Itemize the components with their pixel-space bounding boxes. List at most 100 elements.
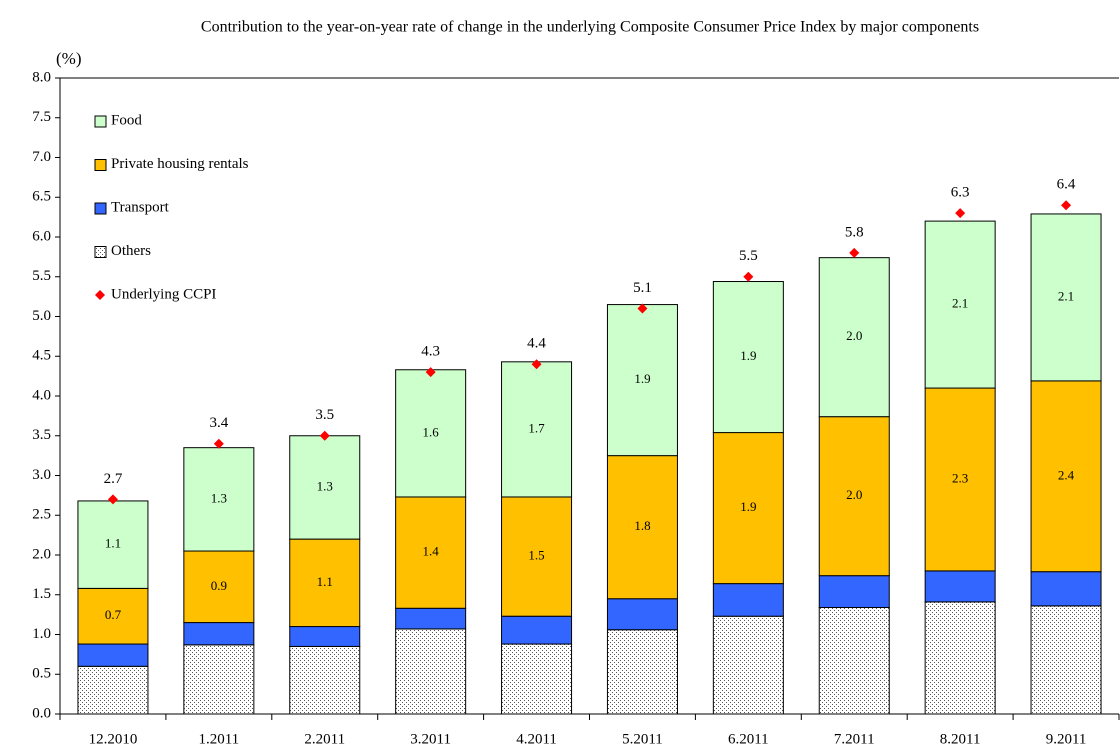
value-label: 0.9 (211, 578, 227, 593)
ccpi-marker (213, 438, 224, 449)
legend-label: Transport (111, 199, 170, 215)
y-tick-label: 4.5 (32, 348, 51, 364)
x-tick-label: 8.2011 (940, 731, 981, 747)
y-tick-label: 7.5 (32, 109, 51, 125)
bar-segment (712, 281, 784, 434)
x-tick-label: 6.2011 (728, 731, 769, 747)
x-tick-label: 7.2011 (834, 731, 875, 747)
value-label: 1.4 (423, 544, 440, 559)
x-tick-label: 3.2011 (410, 731, 451, 747)
value-label: 1.8 (634, 518, 650, 533)
bar-segment (501, 361, 573, 498)
y-tick-label: 1.5 (32, 586, 51, 602)
bar-segment (77, 665, 149, 715)
value-label: 1.3 (211, 490, 227, 505)
y-tick-label: 6.5 (32, 189, 51, 205)
legend-label: Food (111, 112, 142, 128)
value-label: 1.3 (317, 478, 333, 493)
bar-segment (818, 416, 890, 577)
bar-segment (77, 643, 149, 667)
bar-segment (924, 387, 996, 572)
bar-segment (1030, 605, 1102, 715)
ccpi-label: 4.4 (527, 336, 546, 352)
y-tick-label: 0.0 (32, 705, 51, 721)
ccpi-marker (637, 303, 648, 314)
legend-swatch (94, 246, 107, 258)
bar-segment (183, 447, 255, 552)
bar-segment (289, 645, 361, 715)
ccpi-label: 4.3 (421, 344, 440, 360)
value-label: 1.7 (528, 420, 545, 435)
value-label: 1.9 (740, 348, 756, 363)
bar-segment (501, 643, 573, 715)
bar-segment (289, 626, 361, 647)
y-axis-label: (%) (56, 49, 81, 68)
bar-segment (924, 601, 996, 715)
y-tick-label: 2.5 (32, 507, 51, 523)
bar-segment (712, 615, 784, 715)
bar-segment (77, 587, 149, 645)
y-tick-label: 4.0 (32, 387, 51, 403)
ccpi-marker (1061, 200, 1072, 211)
ccpi-label: 6.3 (951, 185, 970, 201)
bar-segment (606, 598, 678, 631)
legend-swatch (94, 159, 107, 171)
value-label: 2.1 (1058, 288, 1074, 303)
bar-segment (818, 257, 890, 418)
value-label: 1.9 (740, 499, 756, 514)
bar-segment (289, 435, 361, 540)
chart-subtitle: Contribution to the year-on-year rate of… (201, 19, 979, 36)
bar-segment (818, 575, 890, 608)
ccpi-label: 3.4 (209, 415, 228, 431)
legend-swatch (94, 202, 107, 215)
bar-segment (395, 496, 467, 609)
bar-segment (712, 583, 784, 617)
x-tick-label: 4.2011 (516, 731, 557, 747)
legend-marker (95, 290, 105, 300)
x-tick-label: 1.2011 (198, 731, 239, 747)
x-tick-label: 5.2011 (622, 731, 663, 747)
legend-label: Others (111, 243, 151, 259)
y-tick-label: 6.0 (32, 228, 51, 244)
bar-segment (818, 606, 890, 715)
bar-segment (183, 550, 255, 624)
ccpi-label: 5.8 (845, 224, 864, 240)
bar-segment (1030, 571, 1102, 607)
value-label: 1.1 (105, 536, 121, 551)
ccpi-label: 5.1 (633, 280, 652, 296)
bar-segment (1030, 213, 1102, 382)
bar-segment (183, 622, 255, 646)
bar-segment (712, 432, 784, 585)
legend-label: Underlying CCPI (111, 286, 216, 302)
y-tick-label: 5.5 (32, 268, 51, 284)
bar-segment (924, 220, 996, 389)
ccpi-label: 2.7 (104, 471, 123, 487)
value-label: 1.1 (317, 574, 333, 589)
ccpi-marker (743, 271, 754, 282)
y-tick-label: 3.0 (32, 467, 51, 483)
y-tick-label: 8.0 (32, 69, 51, 85)
bar-segment (183, 644, 255, 715)
value-label: 1.5 (528, 548, 544, 563)
y-tick-label: 7.0 (32, 149, 51, 165)
y-tick-label: 2.0 (32, 546, 51, 562)
bar-segment (395, 628, 467, 715)
x-tick-label: 2.2011 (304, 731, 345, 747)
value-label: 2.4 (1058, 467, 1075, 482)
ccpi-label: 3.5 (315, 407, 334, 423)
ccpi-marker (319, 430, 330, 441)
bar-segment (1030, 380, 1102, 573)
ccpi-marker (107, 494, 118, 505)
ccpi-marker (955, 208, 966, 219)
legend-label: Private housing rentals (111, 156, 249, 172)
bar-segment (395, 607, 467, 630)
y-tick-label: 1.0 (32, 626, 51, 642)
value-label: 0.7 (105, 607, 122, 622)
y-tick-label: 5.0 (32, 308, 51, 324)
y-tick-label: 0.5 (32, 666, 51, 682)
value-label: 1.9 (634, 371, 650, 386)
ccpi-marker (425, 367, 436, 378)
value-label: 2.0 (846, 328, 862, 343)
bar-segment (606, 455, 678, 600)
